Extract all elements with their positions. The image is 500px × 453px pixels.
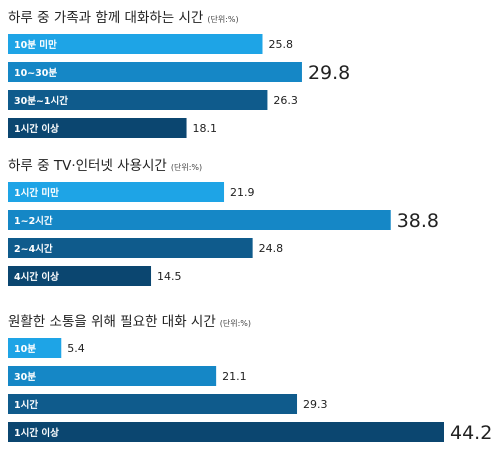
bar <box>8 182 225 202</box>
value-label: 14.5 <box>157 270 182 283</box>
value-label: 25.8 <box>268 38 293 51</box>
category-label: 1~2시간 <box>14 215 53 227</box>
bar <box>8 210 391 230</box>
bar <box>8 238 253 258</box>
value-label: 18.1 <box>193 122 218 135</box>
value-label: 21.9 <box>230 186 255 199</box>
value-label: 44.2 <box>450 422 492 444</box>
chart-title: 원활한 소통을 위해 필요한 대화 시간 (단위:%) <box>8 314 251 330</box>
value-label: 29.8 <box>308 62 350 84</box>
category-label: 1시간 <box>14 399 38 411</box>
bar <box>8 266 152 286</box>
chart-title-text: 원활한 소통을 위해 필요한 대화 시간 <box>8 314 216 330</box>
category-label: 10분 미만 <box>14 39 57 51</box>
category-label: 30분 <box>14 372 36 383</box>
bar <box>8 118 187 138</box>
bar <box>8 34 263 54</box>
bar <box>8 90 268 110</box>
value-label: 5.4 <box>67 342 85 355</box>
chart-title: 하루 중 TV·인터넷 사용시간 (단위:%) <box>8 158 202 174</box>
bar <box>8 62 302 82</box>
bar-chart-3: 원활한 소통을 위해 필요한 대화 시간 (단위:%) 10분 5.4 30분 21.1 1… <box>8 314 492 444</box>
chart-unit: (단위:%) <box>220 318 251 328</box>
bar <box>8 338 62 358</box>
category-label: 10분 <box>14 344 36 355</box>
value-label: 29.3 <box>303 398 328 411</box>
bar-chart-2: 하루 중 TV·인터넷 사용시간 (단위:%) 1시간 미만 21.9 1~2시간 38.… <box>8 158 439 286</box>
value-label: 26.3 <box>273 94 298 107</box>
bar <box>8 422 444 442</box>
chart-title: 하루 중 가족과 함께 대화하는 시간 (단위:%) <box>8 10 239 26</box>
category-label: 1시간 이상 <box>14 427 59 439</box>
category-label: 2~4시간 <box>14 243 53 255</box>
category-label: 30분~1시간 <box>14 95 68 107</box>
category-label: 1시간 이상 <box>14 123 59 135</box>
value-label: 21.1 <box>222 370 247 383</box>
value-label: 24.8 <box>259 242 284 255</box>
chart-title-text: 하루 중 가족과 함께 대화하는 시간 <box>8 10 203 26</box>
chart-title-text: 하루 중 TV·인터넷 사용시간 <box>8 158 167 174</box>
category-label: 10~30분 <box>14 68 57 79</box>
chart-unit: (단위:%) <box>171 162 202 172</box>
bar <box>8 394 298 414</box>
category-label: 4시간 이상 <box>14 271 59 283</box>
chart-unit: (단위:%) <box>207 14 238 24</box>
bar <box>8 366 217 386</box>
category-label: 1시간 미만 <box>14 187 59 199</box>
bar-chart-1: 하루 중 가족과 함께 대화하는 시간 (단위:%) 10분 미만 25.8 10~30… <box>8 10 350 138</box>
value-label: 38.8 <box>397 210 439 232</box>
